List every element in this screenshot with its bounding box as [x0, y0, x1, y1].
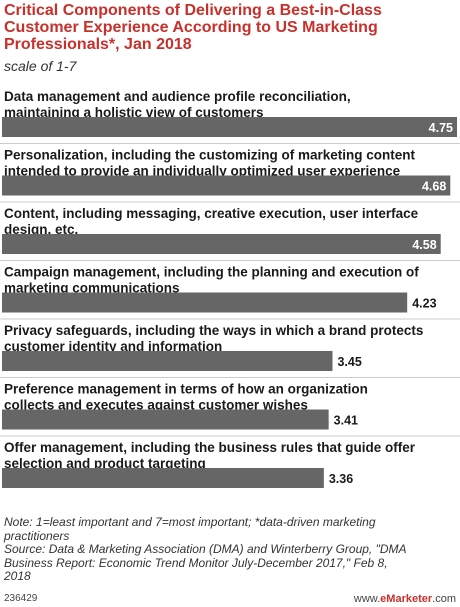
data-label: 4.75 — [429, 121, 453, 135]
brand-name: eMarketer — [380, 593, 433, 605]
note-line: Note: 1=least important and 7=most impor… — [4, 515, 376, 529]
data-label: 3.45 — [337, 355, 361, 369]
note-line: Source: Data & Marketing Association (DM… — [4, 542, 407, 556]
bar-label: Privacy safeguards, including the ways i… — [4, 323, 423, 338]
bar-label: Content, including messaging, creative e… — [4, 206, 419, 221]
bar-label: customer identity and information — [4, 339, 222, 354]
bar-label: Data management and audience profile rec… — [4, 89, 351, 104]
bar-chart: Data management and audience profile rec… — [0, 89, 460, 488]
bar-label: Offer management, including the business… — [4, 440, 416, 455]
chart-id: 236429 — [4, 593, 38, 604]
bar — [2, 351, 333, 371]
data-label: 4.58 — [412, 238, 436, 252]
bar-label: collects and executes against customer w… — [4, 398, 308, 413]
chart-subtitle: scale of 1-7 — [4, 58, 77, 74]
data-label: 4.23 — [412, 297, 436, 311]
data-label: 3.41 — [334, 414, 358, 428]
data-label: 3.36 — [329, 472, 353, 486]
bar-label: Personalization, including the customizi… — [4, 148, 416, 163]
bar-label: Campaign management, including the plann… — [4, 265, 419, 280]
bar — [2, 117, 457, 137]
brand-suffix: .com — [432, 593, 456, 605]
bar — [2, 409, 329, 430]
bar-label: Preference management in terms of how an… — [4, 382, 368, 397]
note-line: practitioners — [4, 528, 70, 543]
notes: Note: 1=least important and 7=most impor… — [4, 515, 456, 584]
bar — [2, 468, 324, 488]
bar-label: selection and product targeting — [4, 456, 206, 471]
bar-label: maintaining a holistic view of customers — [4, 105, 264, 120]
bar-label: intended to provide an individually opti… — [4, 164, 401, 179]
bar — [2, 234, 441, 254]
chart-title: Critical Components of Delivering a Best… — [4, 2, 382, 53]
data-label: 4.68 — [422, 180, 446, 194]
bar — [2, 175, 451, 196]
bar-label: marketing communications — [4, 281, 180, 296]
note-line: Business Report: Economic Trend Monitor … — [4, 555, 388, 570]
brand-footer: www.eMarketer.com — [354, 593, 456, 605]
note-line: 2018 — [4, 569, 31, 583]
bar-label: design, etc. — [4, 222, 78, 237]
bar — [2, 292, 408, 313]
brand-prefix: www. — [353, 593, 381, 605]
